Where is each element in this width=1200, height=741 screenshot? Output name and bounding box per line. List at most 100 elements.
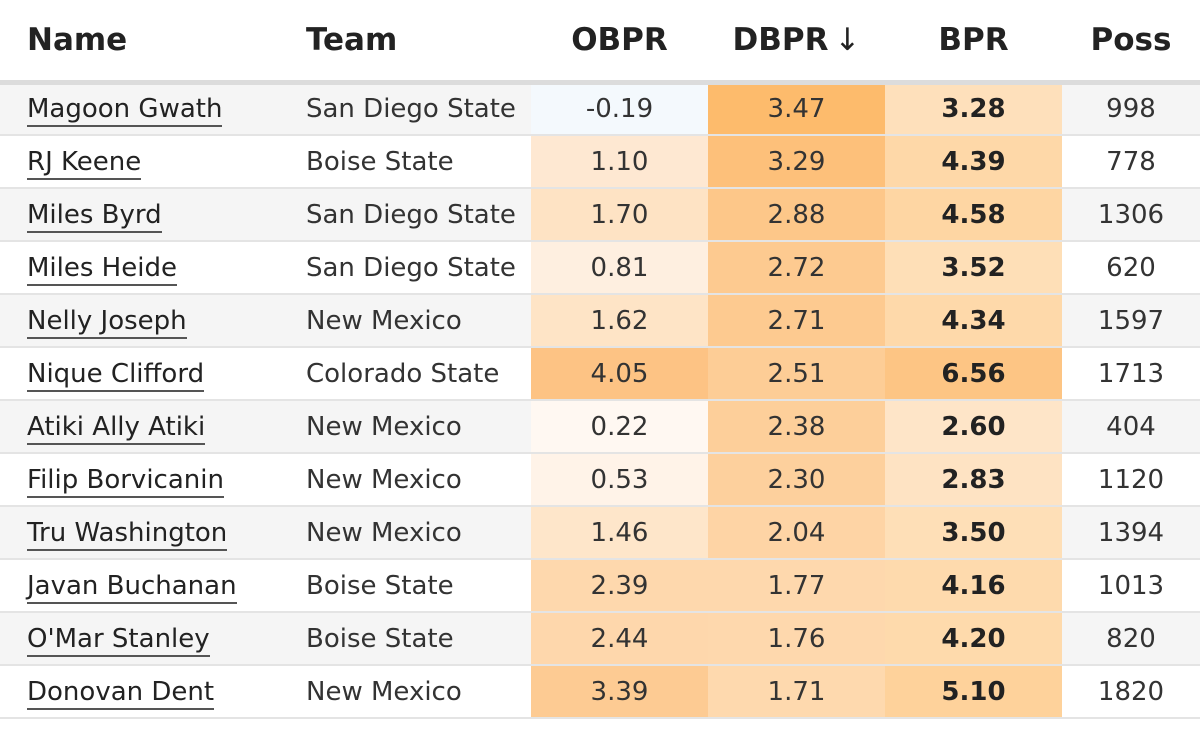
player-name-link[interactable]: Tru Washington	[27, 517, 228, 551]
bpr-cell: 2.60	[885, 400, 1062, 454]
player-name-link[interactable]: Filip Borvicanin	[27, 464, 224, 498]
team-cell: Boise State	[282, 135, 531, 189]
obpr-cell: 3.39	[531, 665, 708, 719]
poss-cell: 620	[1062, 241, 1200, 295]
team-cell: New Mexico	[282, 506, 531, 560]
column-header-dbpr[interactable]: DBPR ↓	[708, 0, 885, 85]
obpr-cell: 1.46	[531, 506, 708, 560]
table-body: Magoon Gwath San Diego State -0.19 3.47 3.28…	[0, 82, 1200, 719]
obpr-cell: 1.62	[531, 294, 708, 348]
table-header-row: Name Team OBPR DBPR ↓ BPR Poss	[0, 0, 1200, 85]
table-row: Donovan Dent New Mexico 3.39 1.71 5.10 1820	[0, 665, 1200, 719]
team-cell: Boise State	[282, 612, 531, 666]
player-name-cell: RJ Keene	[0, 135, 282, 189]
player-name-cell: Nelly Joseph	[0, 294, 282, 348]
poss-cell: 998	[1062, 82, 1200, 136]
bpr-cell: 5.10	[885, 665, 1062, 719]
team-cell: New Mexico	[282, 400, 531, 454]
bpr-cell: 3.52	[885, 241, 1062, 295]
obpr-cell: 0.53	[531, 453, 708, 507]
sort-descending-arrow-icon: ↓	[834, 21, 861, 58]
player-name-link[interactable]: Nelly Joseph	[27, 305, 187, 339]
table-row: Atiki Ally Atiki New Mexico 0.22 2.38 2.60 40…	[0, 400, 1200, 454]
player-name-cell: Tru Washington	[0, 506, 282, 560]
poss-cell: 1120	[1062, 453, 1200, 507]
poss-cell: 1306	[1062, 188, 1200, 242]
column-header-poss[interactable]: Poss	[1062, 0, 1200, 85]
player-name-link[interactable]: Magoon Gwath	[27, 94, 223, 128]
obpr-cell: 1.10	[531, 135, 708, 189]
bpr-cell: 3.50	[885, 506, 1062, 560]
table-row: Miles Byrd San Diego State 1.70 2.88 4.58 130…	[0, 188, 1200, 242]
dbpr-cell: 2.71	[708, 294, 885, 348]
obpr-cell: 4.05	[531, 347, 708, 401]
team-cell: New Mexico	[282, 453, 531, 507]
bpr-cell: 4.58	[885, 188, 1062, 242]
player-name-cell: Javan Buchanan	[0, 559, 282, 613]
bpr-cell: 6.56	[885, 347, 1062, 401]
player-name-cell: O'Mar Stanley	[0, 612, 282, 666]
obpr-cell: 1.70	[531, 188, 708, 242]
dbpr-cell: 1.76	[708, 612, 885, 666]
bpr-cell: 4.34	[885, 294, 1062, 348]
team-cell: New Mexico	[282, 294, 531, 348]
bpr-cell: 4.20	[885, 612, 1062, 666]
team-cell: San Diego State	[282, 82, 531, 136]
team-cell: Boise State	[282, 559, 531, 613]
dbpr-cell: 3.29	[708, 135, 885, 189]
player-name-cell: Donovan Dent	[0, 665, 282, 719]
poss-cell: 1394	[1062, 506, 1200, 560]
dbpr-cell: 2.38	[708, 400, 885, 454]
bpr-cell: 3.28	[885, 82, 1062, 136]
table-row: Magoon Gwath San Diego State -0.19 3.47 3.28…	[0, 82, 1200, 136]
column-header-obpr[interactable]: OBPR	[531, 0, 708, 85]
column-header-name[interactable]: Name	[0, 0, 282, 85]
player-name-link[interactable]: O'Mar Stanley	[27, 623, 210, 657]
poss-cell: 1597	[1062, 294, 1200, 348]
dbpr-cell: 2.51	[708, 347, 885, 401]
column-header-dbpr-label: DBPR	[732, 21, 829, 58]
dbpr-cell: 2.04	[708, 506, 885, 560]
obpr-cell: -0.19	[531, 82, 708, 136]
table-row: Filip Borvicanin New Mexico 0.53 2.30 2.83 11…	[0, 453, 1200, 507]
table-row: Miles Heide San Diego State 0.81 2.72 3.52 62…	[0, 241, 1200, 295]
player-name-cell: Magoon Gwath	[0, 82, 282, 136]
poss-cell: 404	[1062, 400, 1200, 454]
bpr-cell: 4.39	[885, 135, 1062, 189]
table-row: Nelly Joseph New Mexico 1.62 2.71 4.34 1597	[0, 294, 1200, 348]
player-name-link[interactable]: Donovan Dent	[27, 676, 215, 710]
team-cell: Colorado State	[282, 347, 531, 401]
column-header-bpr[interactable]: BPR	[885, 0, 1062, 85]
dbpr-cell: 3.47	[708, 82, 885, 136]
bpr-cell: 4.16	[885, 559, 1062, 613]
poss-cell: 1713	[1062, 347, 1200, 401]
poss-cell: 1820	[1062, 665, 1200, 719]
team-cell: San Diego State	[282, 188, 531, 242]
player-name-link[interactable]: Nique Clifford	[27, 358, 205, 392]
table-row: Tru Washington New Mexico 1.46 2.04 3.50 1394	[0, 506, 1200, 560]
player-name-cell: Nique Clifford	[0, 347, 282, 401]
player-name-link[interactable]: Atiki Ally Atiki	[27, 411, 206, 445]
obpr-cell: 0.81	[531, 241, 708, 295]
dbpr-cell: 2.30	[708, 453, 885, 507]
player-name-cell: Atiki Ally Atiki	[0, 400, 282, 454]
team-cell: New Mexico	[282, 665, 531, 719]
bpr-cell: 2.83	[885, 453, 1062, 507]
obpr-cell: 2.44	[531, 612, 708, 666]
dbpr-cell: 1.71	[708, 665, 885, 719]
column-header-team[interactable]: Team	[282, 0, 531, 85]
player-stats-table: Name Team OBPR DBPR ↓ BPR Poss Magoon Gwa…	[0, 0, 1200, 719]
player-name-cell: Miles Heide	[0, 241, 282, 295]
table-row: Nique Clifford Colorado State 4.05 2.51 6.56…	[0, 347, 1200, 401]
player-name-link[interactable]: Miles Heide	[27, 252, 177, 286]
obpr-cell: 0.22	[531, 400, 708, 454]
player-name-cell: Filip Borvicanin	[0, 453, 282, 507]
player-name-link[interactable]: Miles Byrd	[27, 199, 162, 233]
player-name-link[interactable]: Javan Buchanan	[27, 570, 237, 604]
table-row: O'Mar Stanley Boise State 2.44 1.76 4.20 820	[0, 612, 1200, 666]
table-row: Javan Buchanan Boise State 2.39 1.77 4.16 101…	[0, 559, 1200, 613]
poss-cell: 820	[1062, 612, 1200, 666]
player-name-link[interactable]: RJ Keene	[27, 146, 142, 180]
dbpr-cell: 2.72	[708, 241, 885, 295]
